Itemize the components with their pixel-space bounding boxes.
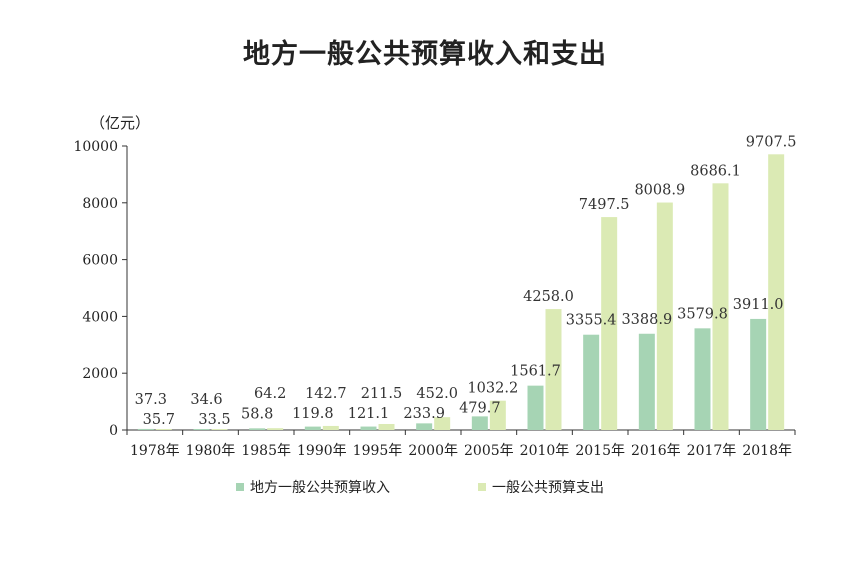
data-label-expenditure: 64.2 [254,386,286,402]
data-label-income: 479.7 [459,401,501,417]
legend-swatch-income [236,483,244,491]
x-tick-label: 1980年 [186,443,236,459]
bar-income [416,423,433,430]
bar-income [137,428,154,430]
data-label-income: 3579.8 [677,306,728,322]
bar-income [638,333,655,430]
bar-expenditure [211,429,228,430]
bar-income [583,334,600,430]
data-label-expenditure: 9707.5 [746,134,797,150]
y-axis-unit-label: （亿元） [90,114,151,132]
data-label-income: 233.9 [403,406,445,422]
bar-expenditure [656,202,673,430]
bar-expenditure [378,423,395,430]
y-tick-label: 8000 [82,196,118,212]
data-label-expenditure: 33.5 [198,412,230,428]
bar-income [304,426,321,430]
bar-expenditure [434,417,451,430]
bar-expenditure [489,400,506,430]
x-tick-label: 2016年 [631,443,681,459]
data-label-expenditure: 8008.9 [634,183,685,199]
bar-income [694,328,711,430]
x-tick-label: 1978年 [130,443,180,459]
x-tick-label: 2010年 [520,443,570,459]
x-tick-label: 2015年 [575,443,625,459]
x-tick-label: 2005年 [464,443,514,459]
data-label-income: 58.8 [241,406,273,422]
data-label-expenditure: 35.7 [143,412,175,428]
data-label-expenditure: 211.5 [361,386,403,402]
y-tick-label: 4000 [82,309,118,325]
data-label-expenditure: 4258.0 [523,289,574,305]
data-label-income: 119.8 [292,406,334,422]
bar-expenditure [601,217,618,430]
data-label-income: 1561.7 [510,364,561,380]
bar-expenditure [768,154,785,430]
bar-income [527,385,544,430]
y-tick-label: 2000 [82,366,118,382]
x-tick-label: 2018年 [742,443,792,459]
bar-expenditure [545,309,562,430]
data-label-income: 34.6 [190,392,222,408]
bar-income [360,426,377,430]
data-label-income: 121.1 [348,406,390,422]
data-label-expenditure: 142.7 [305,386,347,402]
x-tick-label: 1985年 [241,443,291,459]
bar-income [750,318,767,430]
bar-expenditure [155,428,172,430]
legend-item-income: 地方一般公共预算收入 [236,477,390,497]
bar-income [193,429,210,430]
x-tick-label: 2000年 [408,443,458,459]
y-tick-label: 6000 [82,253,118,269]
bar-income [471,416,488,430]
legend-swatch-expenditure [478,483,486,491]
bar-income [249,428,266,430]
data-label-income: 3911.0 [733,297,784,313]
data-label-expenditure: 1032.2 [467,381,518,397]
bar-expenditure [322,425,339,430]
x-tick-label: 2017年 [687,443,737,459]
data-label-income: 37.3 [135,392,167,408]
data-label-expenditure: 8686.1 [690,163,741,179]
data-label-income: 3388.9 [621,312,672,328]
bar-expenditure [712,183,729,430]
legend-label-expenditure: 一般公共预算支出 [492,480,604,496]
x-tick-label: 1990年 [297,443,347,459]
y-tick-label: 0 [109,423,118,439]
legend-label-income: 地方一般公共预算收入 [250,480,390,496]
legend-item-expenditure: 一般公共预算支出 [478,477,604,497]
data-label-expenditure: 452.0 [416,386,458,402]
x-tick-label: 1995年 [353,443,403,459]
data-label-expenditure: 7497.5 [579,197,630,213]
bar-expenditure [267,428,284,430]
y-tick-label: 10000 [73,139,118,155]
data-label-income: 3355.4 [566,313,617,329]
chart-title: 地方一般公共预算收入和支出 [243,39,607,70]
